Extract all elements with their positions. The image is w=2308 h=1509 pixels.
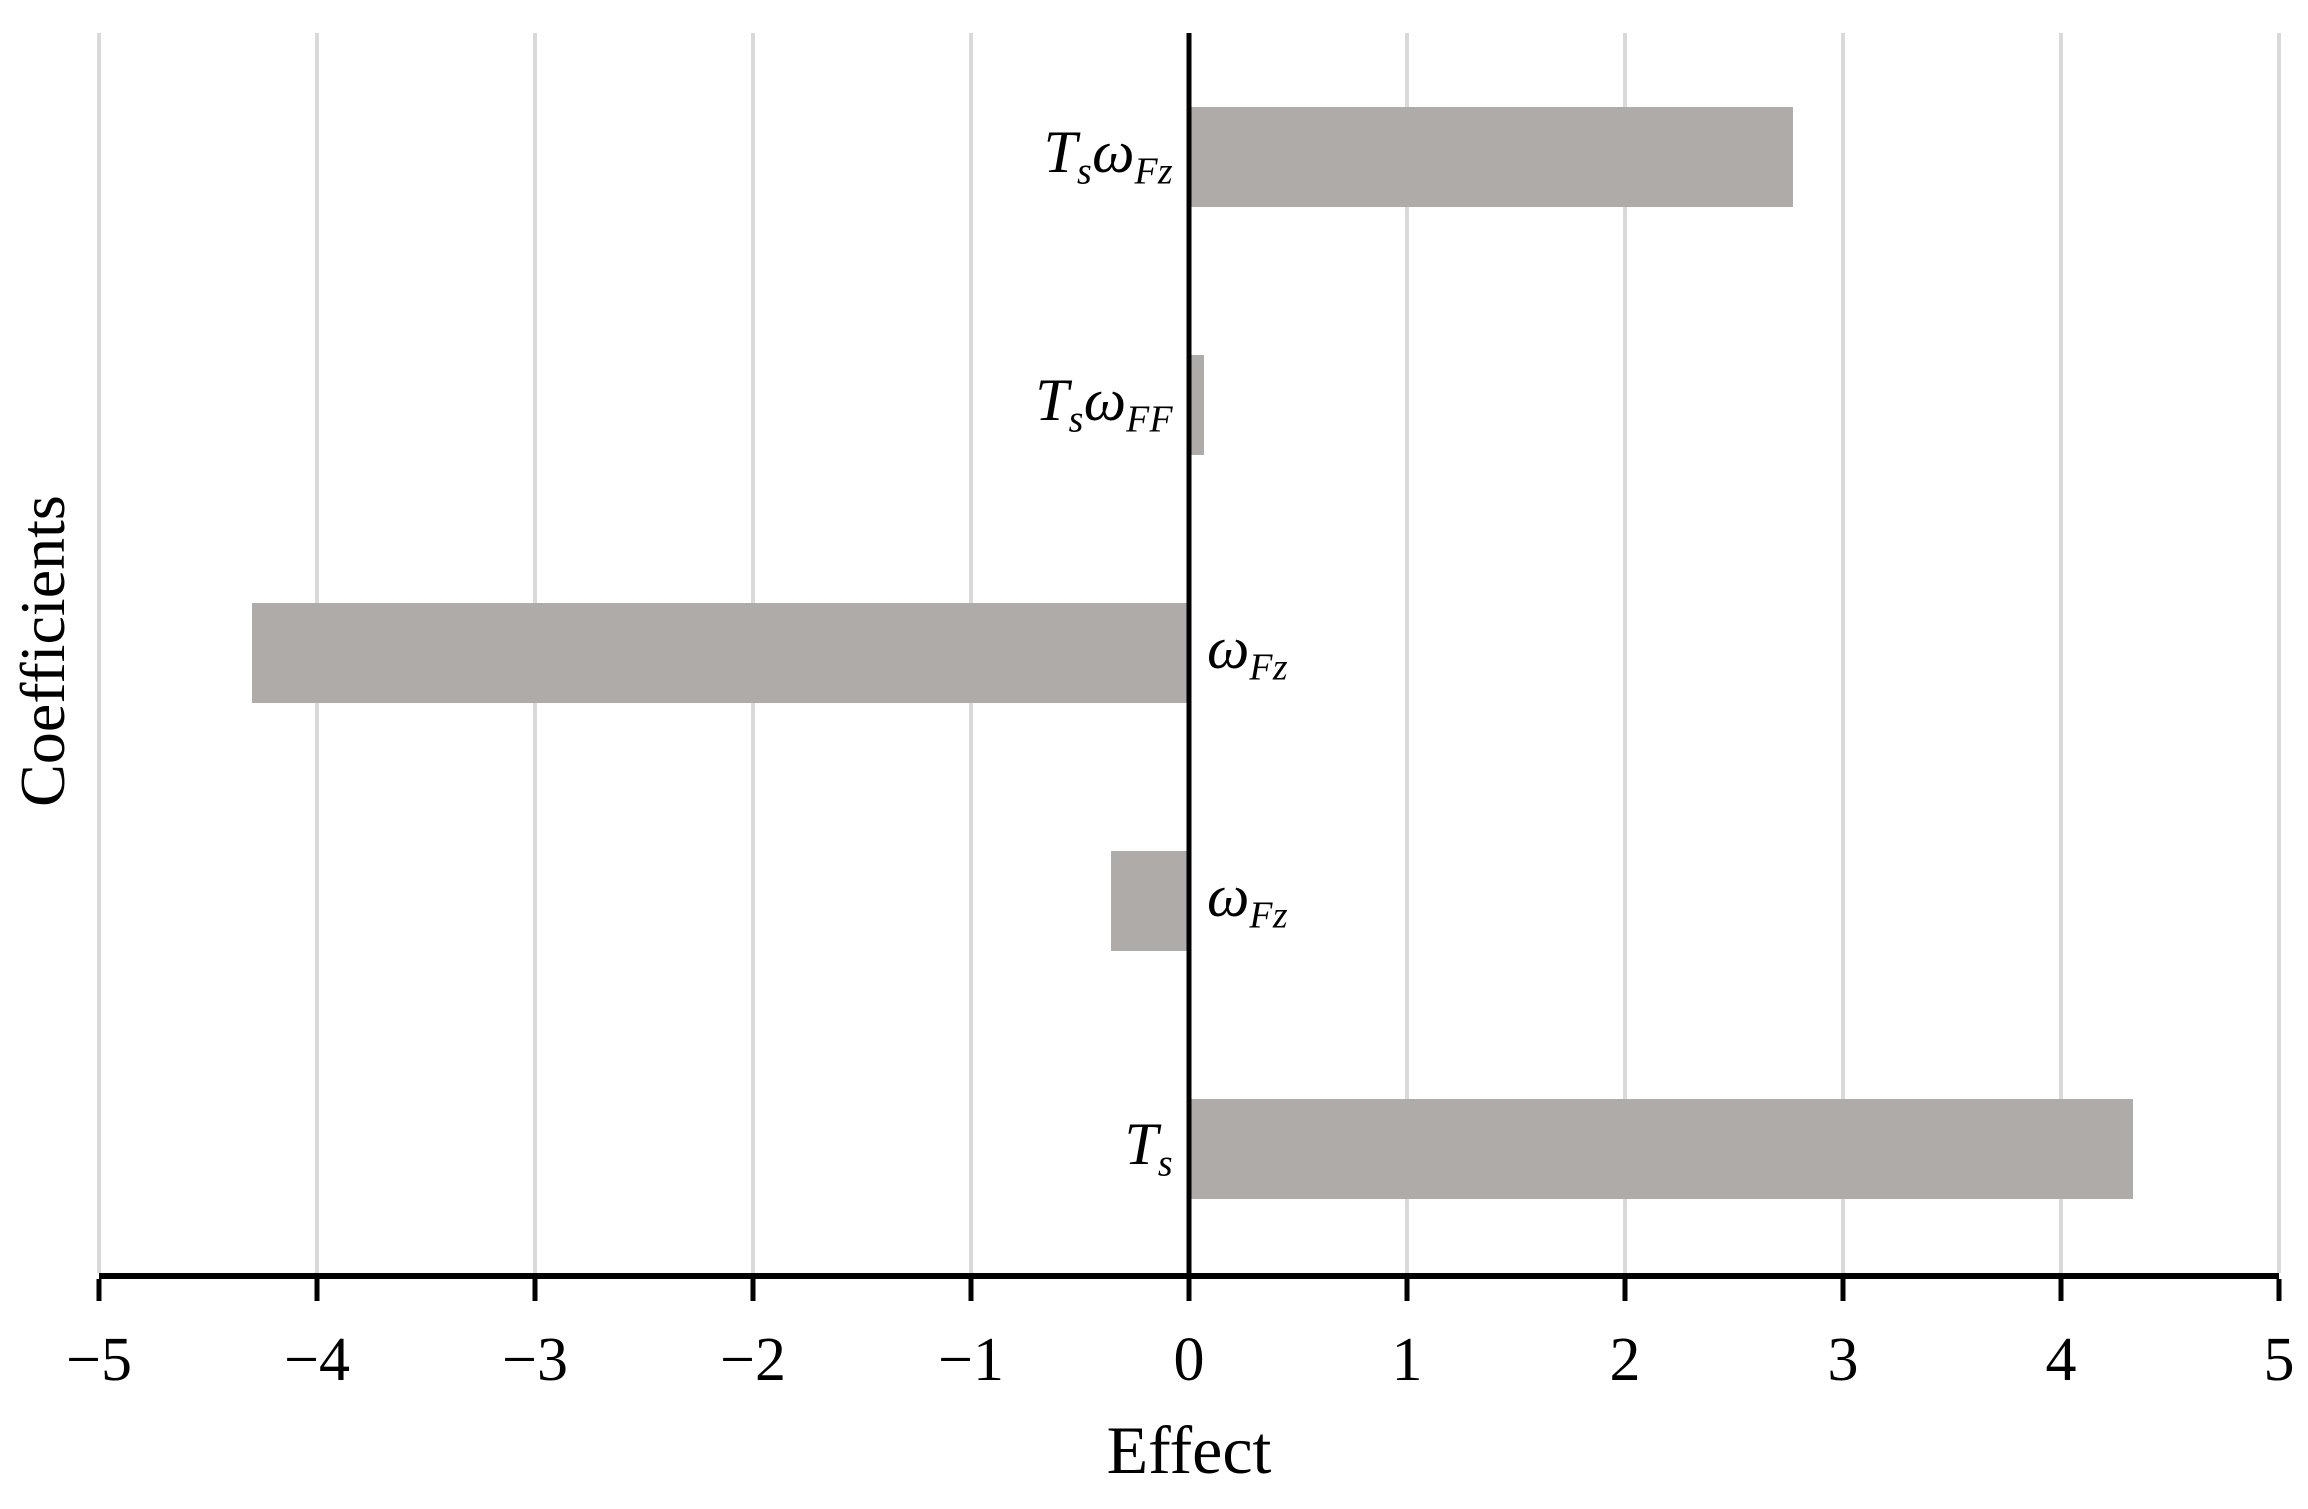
bar-label: Ts — [1125, 1099, 1173, 1199]
gridline — [1405, 33, 1409, 1273]
bar-label-term: ωFz — [1207, 615, 1288, 689]
x-axis-tick-label: 0 — [1173, 1326, 1205, 1394]
bar-label-term: ωFz — [1207, 863, 1288, 937]
bar-label-term: ωFz — [1092, 119, 1173, 193]
x-axis-tick-label: −5 — [66, 1326, 132, 1394]
x-axis-tick — [532, 1279, 538, 1301]
x-axis-tick — [1186, 1279, 1192, 1301]
y-axis-label: Coefficients — [7, 495, 78, 807]
bar-label-term: Ts — [1124, 1111, 1173, 1185]
plot-area: Ts ωFz Ts ωFF ωFz ωFz Ts — [96, 33, 2282, 1301]
gridline — [2059, 33, 2063, 1273]
x-axis-tick-label: −2 — [720, 1326, 786, 1394]
bar-label: ωFz — [1207, 603, 1288, 703]
bar — [1189, 355, 1205, 455]
bar-label-term: Ts — [1043, 119, 1093, 193]
bar — [1189, 107, 1793, 207]
bar-label-term: Ts — [1035, 367, 1084, 441]
bar-label: ωFz — [1207, 851, 1288, 951]
bar — [1110, 851, 1189, 951]
gridline — [97, 33, 101, 1273]
bar — [1189, 1099, 2133, 1199]
gridline — [2277, 33, 2281, 1273]
x-axis-tick-label: 4 — [2045, 1326, 2077, 1394]
x-axis-tick — [750, 1279, 756, 1301]
x-axis-tick-label: −4 — [284, 1326, 350, 1394]
x-axis-tick-label: −1 — [938, 1326, 1004, 1394]
x-axis-tick — [1622, 1279, 1628, 1301]
x-axis-tick — [96, 1279, 102, 1301]
x-axis-tick — [2058, 1279, 2064, 1301]
x-axis-tick — [1404, 1279, 1410, 1301]
x-axis-tick-labels: −5 −4 −3 −2 −1 0 1 2 3 4 5 — [66, 1326, 2294, 1406]
x-axis-tick-label: 5 — [2263, 1326, 2295, 1394]
x-axis-tick — [1840, 1279, 1846, 1301]
bar-label-term: ωFF — [1083, 367, 1173, 441]
zero-axis-line — [1186, 33, 1192, 1273]
bar — [251, 603, 1189, 703]
x-axis-tick — [2276, 1279, 2282, 1301]
bar-label: Ts ωFF — [1035, 355, 1173, 455]
gridline — [1841, 33, 1845, 1273]
gridline — [1623, 33, 1627, 1273]
x-axis-tick-label: −3 — [502, 1326, 568, 1394]
x-axis-tick — [968, 1279, 974, 1301]
x-axis-label: Effect — [1106, 1412, 1272, 1488]
x-axis-tick-label: 3 — [1827, 1326, 1859, 1394]
bar-label: Ts ωFz — [1044, 107, 1173, 207]
x-axis-tick — [314, 1279, 320, 1301]
x-axis-tick-label: 2 — [1609, 1326, 1641, 1394]
x-axis-tick-label: 1 — [1391, 1326, 1423, 1394]
